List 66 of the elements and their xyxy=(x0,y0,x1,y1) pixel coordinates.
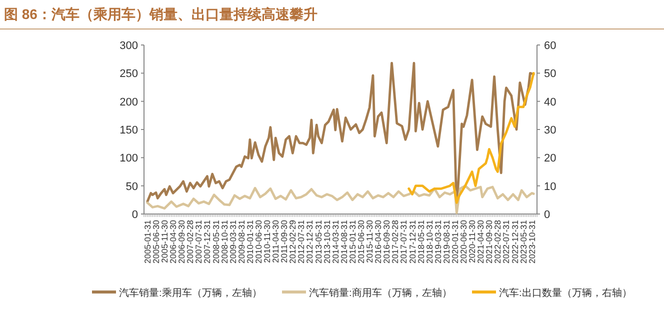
y2-tick-label: 60 xyxy=(544,40,556,52)
y-tick-label: 300 xyxy=(120,40,138,52)
x-tick-label: 2013-10-31 xyxy=(322,220,332,264)
x-tick-label: 2022-07-31 xyxy=(501,220,512,264)
x-tick-label: 2012-07-31 xyxy=(296,220,306,264)
x-tick-label: 2011-04-30 xyxy=(270,220,281,263)
x-tick-label: 2014-03-31 xyxy=(330,220,340,264)
x-tick-label: 2020-11-30 xyxy=(467,220,478,263)
x-tick-label: 2021-04-30 xyxy=(476,220,486,264)
x-tick-label: 2009-03-31 xyxy=(228,220,238,264)
y-tick-label: 150 xyxy=(120,124,138,136)
x-tick-label: 2015-01-31 xyxy=(347,220,358,264)
x-tick-label: 2008-05-31 xyxy=(210,220,221,264)
x-tick-label: 2019-08-31 xyxy=(441,220,452,264)
y2-tick-label: 0 xyxy=(544,209,550,221)
x-tick-label: 2016-09-30 xyxy=(382,220,392,264)
x-tick-label: 2020-01-31 xyxy=(450,220,460,264)
y-tick-label: 200 xyxy=(120,96,138,108)
legend-label: 汽车销量:乘用车（万辆，左轴） xyxy=(119,287,262,299)
y2-tick-label: 40 xyxy=(544,96,556,108)
x-tick-label: 2012-02-29 xyxy=(288,220,298,264)
x-tick-label: 2017-07-31 xyxy=(398,220,409,264)
x-tick-label: 2012-12-31 xyxy=(304,220,315,264)
x-tick-label: 2007-12-31 xyxy=(202,220,212,264)
legend-label: 汽车销量:商用车（万辆，左轴） xyxy=(309,287,452,299)
legend-label: 汽车:出口数量（万辆，右轴） xyxy=(499,287,632,299)
x-tick-label: 2017-12-31 xyxy=(407,220,418,264)
x-tick-label: 2021-09-30 xyxy=(484,220,494,264)
x-tick-label: 2006-04-30 xyxy=(168,220,178,264)
y2-tick-label: 30 xyxy=(544,124,556,136)
x-tick-label: 2009-08-31 xyxy=(236,220,246,264)
x-tick-label: 2013-05-31 xyxy=(313,220,324,264)
y-tick-label: 100 xyxy=(120,152,138,165)
x-tick-label: 2007-02-28 xyxy=(185,220,196,264)
x-tick-label: 2010-11-30 xyxy=(262,220,272,263)
x-tick-label: 2006-09-30 xyxy=(176,220,187,264)
x-tick-label: 2022-02-28 xyxy=(492,220,503,264)
y-tick-label: 0 xyxy=(132,209,138,221)
y2-tick-label: 50 xyxy=(544,68,556,80)
x-tick-label: 2023-05-31 xyxy=(518,220,528,264)
x-tick-label: 2017-02-28 xyxy=(390,220,400,264)
x-tick-label: 2023-10-31 xyxy=(526,220,537,264)
y2-tick-label: 10 xyxy=(544,180,556,193)
y-tick-label: 50 xyxy=(126,180,138,193)
x-tick-label: 2005-11-30 xyxy=(160,220,170,263)
x-tick-label: 2020-06-30 xyxy=(458,220,469,264)
x-tick-label: 2016-04-30 xyxy=(373,220,384,264)
x-tick-label: 2018-10-31 xyxy=(424,220,434,264)
x-tick-label: 2007-07-31 xyxy=(194,220,204,264)
line-series xyxy=(408,72,535,204)
x-tick-label: 2018-05-31 xyxy=(416,220,426,264)
x-tick-label: 2022-12-31 xyxy=(510,220,520,264)
chart-title: 图 86：汽车（乘用车）销量、出口量持续高速攀升 xyxy=(4,6,318,22)
y-tick-label: 250 xyxy=(120,68,138,80)
x-tick-label: 2010-06-30 xyxy=(253,220,264,264)
x-tick-label: 2011-09-30 xyxy=(279,220,290,263)
y2-tick-label: 20 xyxy=(544,152,556,165)
x-tick-label: 2015-06-30 xyxy=(356,220,366,264)
x-tick-label: 2010-01-31 xyxy=(244,220,255,264)
x-tick-label: 2005-06-30 xyxy=(150,220,161,264)
x-tick-label: 2015-11-30 xyxy=(364,220,375,263)
x-tick-label: 2014-08-31 xyxy=(338,220,349,264)
x-tick-label: 2005-01-31 xyxy=(142,220,152,264)
x-tick-label: 2019-03-31 xyxy=(432,220,443,264)
line-series xyxy=(146,184,535,214)
x-tick-label: 2008-10-31 xyxy=(219,220,230,264)
